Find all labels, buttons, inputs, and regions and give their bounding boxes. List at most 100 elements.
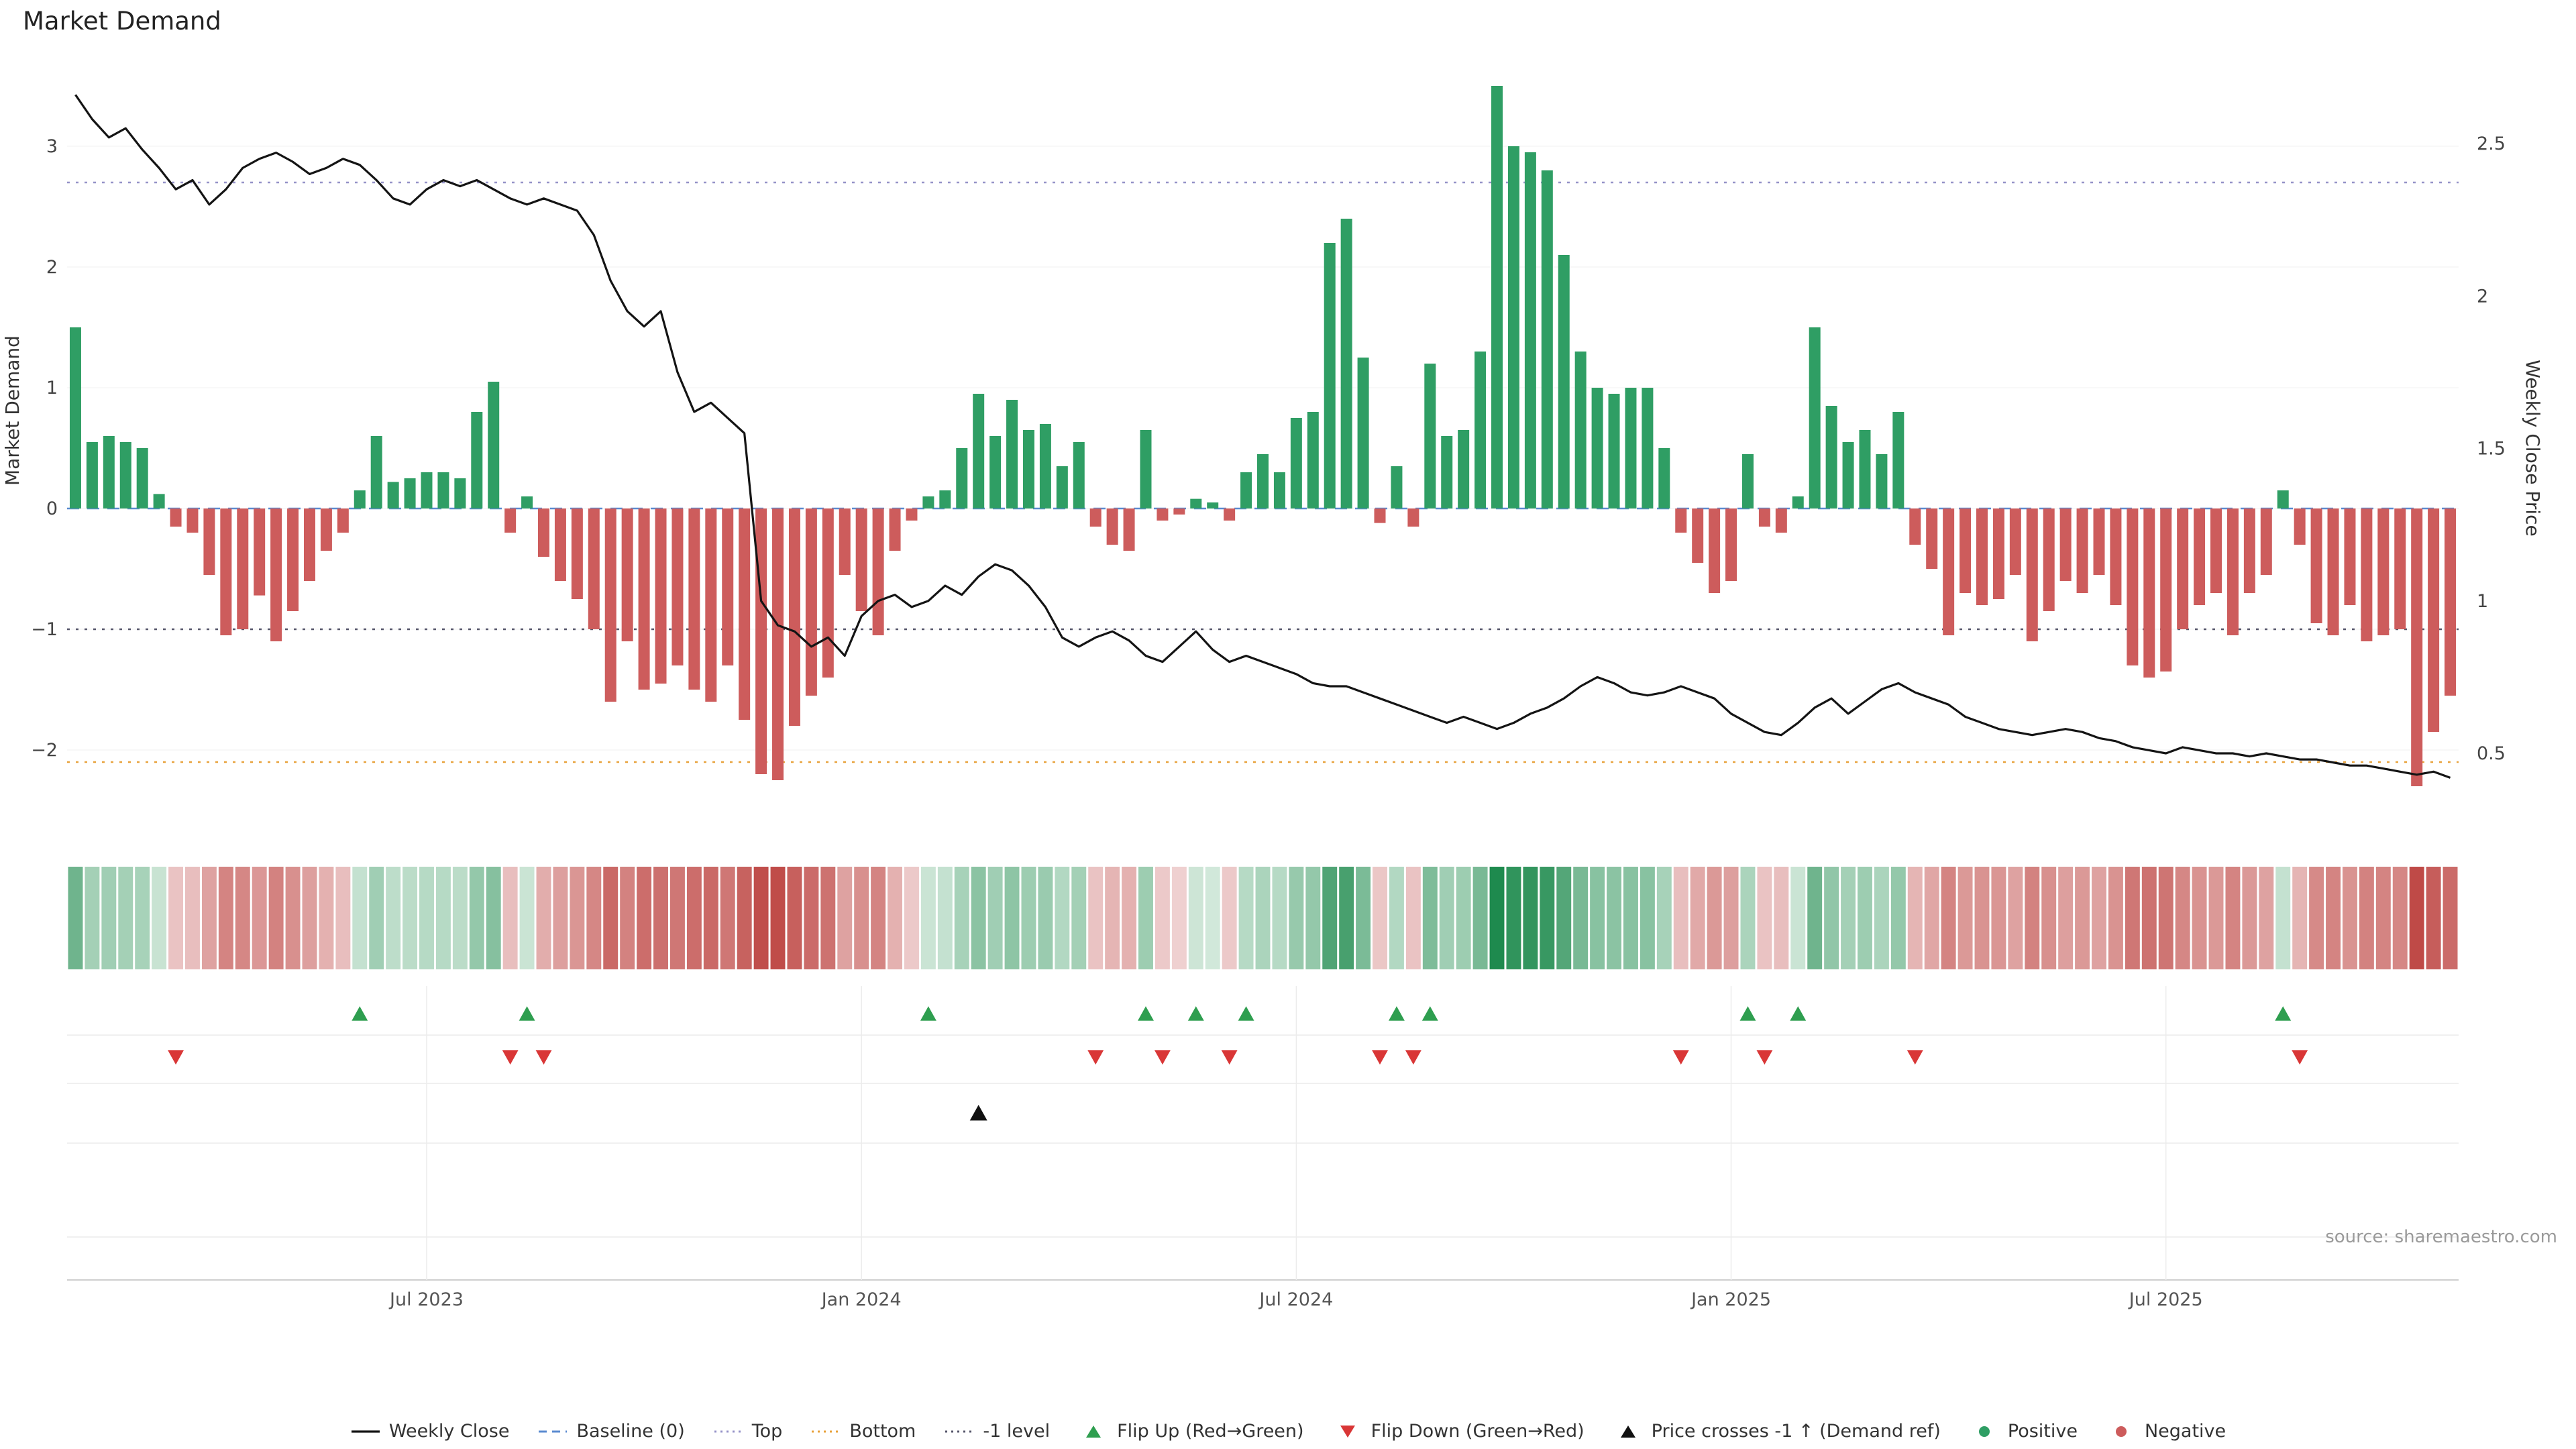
demand-bar (2411, 508, 2423, 786)
demand-bar (1257, 454, 1269, 508)
heatmap-cell (686, 867, 702, 969)
heatmap-cell (837, 867, 853, 969)
heatmap-cell (1506, 867, 1521, 969)
heatmap-cell (435, 867, 451, 969)
heatmap-cell (402, 867, 418, 969)
heatmap-cell (1807, 867, 1823, 969)
demand-bar (387, 482, 399, 508)
heatmap-cell (201, 867, 217, 969)
demand-bar (454, 478, 466, 508)
demand-bar (571, 508, 583, 599)
demand-bar (1407, 508, 1419, 527)
heatmap-cell (2426, 867, 2441, 969)
heatmap-cell (1356, 867, 1371, 969)
demand-bar (1391, 466, 1403, 508)
heatmap-cell (285, 867, 301, 969)
heatmap-cell (118, 867, 133, 969)
left-axis-tick: 3 (46, 136, 58, 157)
demand-bar (2428, 508, 2440, 732)
x-axis-tick: Jan 2025 (1690, 1289, 1771, 1310)
demand-bar (1976, 508, 1988, 605)
demand-bar (2059, 508, 2072, 581)
demand-bar (1207, 502, 1219, 508)
demand-bar (2294, 508, 2306, 545)
legend-item-4: -1 level (944, 1421, 1050, 1442)
demand-bar (1190, 498, 1202, 508)
heatmap-cell (1841, 867, 1856, 969)
demand-bars (69, 86, 2457, 786)
heatmap-cell (653, 867, 668, 969)
right-axis-title: Weekly Close Price (2522, 360, 2544, 536)
demand-bar (1140, 430, 1152, 508)
demand-bar (1524, 152, 1536, 508)
demand-bar (1591, 388, 1603, 508)
legend-label: Positive (2007, 1421, 2078, 1442)
heatmap-cell (2275, 867, 2291, 969)
heatmap-cell (1021, 867, 1036, 969)
heatmap-cell (2443, 867, 2458, 969)
demand-bar (2361, 508, 2373, 641)
demand-bar (2445, 508, 2457, 696)
heatmap-cell (1422, 867, 1438, 969)
flip-down-marker (1087, 1050, 1104, 1065)
heatmap-cell (2409, 867, 2424, 969)
demand-bar (822, 508, 834, 678)
demand-bar (2093, 508, 2105, 575)
demand-bar (2043, 508, 2055, 611)
flip-up-marker (1388, 1006, 1405, 1021)
demand-bar (1006, 400, 1018, 508)
heatmap-cell (101, 867, 117, 969)
demand-bar (287, 508, 299, 611)
heatmap-cell (1941, 867, 1956, 969)
right-axis-tick: 1.5 (2477, 439, 2506, 460)
heatmap-cell (2309, 867, 2324, 969)
heatmap-cell (804, 867, 819, 969)
heatmap-cell (1489, 867, 1505, 969)
demand-bar (1608, 394, 1620, 508)
legend-label: Bottom (849, 1421, 916, 1442)
heatmap-cell (1373, 867, 1387, 969)
demand-bar (1859, 430, 1871, 508)
demand-bar (2310, 508, 2322, 623)
heatmap-cell (502, 867, 518, 969)
demand-bar (538, 508, 550, 557)
legend-item-1: Baseline (0) (537, 1421, 685, 1442)
demand-bar (638, 508, 650, 690)
demand-bar (2026, 508, 2038, 641)
heatmap-cell (168, 867, 184, 969)
heatmap-cell (1055, 867, 1070, 969)
demand-bar (1307, 412, 1319, 508)
heatmap-cell (753, 867, 769, 969)
demand-bar (170, 508, 182, 527)
demand-bar (354, 490, 366, 508)
heatmap-cell (1138, 867, 1153, 969)
bottom-swatch (812, 1430, 841, 1432)
heatmap-cell (1105, 867, 1120, 969)
heatmap-cell (987, 867, 1003, 969)
heatmap-cell (2175, 867, 2190, 969)
price-cross-marker (969, 1105, 987, 1121)
demand-bar (2327, 508, 2339, 635)
legend-label: Price crosses -1 ↑ (Demand ref) (1651, 1421, 1941, 1442)
heatmap-cell (1673, 867, 1688, 969)
left-axis-tick: −1 (31, 619, 58, 640)
demand-bar (86, 442, 98, 508)
demand-bar (488, 382, 500, 508)
heatmap-cell (669, 867, 685, 969)
flip-up-marker (1739, 1006, 1756, 1021)
weekly-close-line (74, 94, 2451, 779)
heatmap-cell (2326, 867, 2341, 969)
heatmap-cell (519, 867, 535, 969)
heatmap-cell (737, 867, 752, 969)
demand-bar (2260, 508, 2272, 575)
demand-bar (421, 472, 433, 508)
flip-down-marker (502, 1050, 519, 1065)
heatmap-cell (1472, 867, 1488, 969)
heatmap-cell (486, 867, 501, 969)
heatmap-cell (1924, 867, 1939, 969)
heatmap-cell (1038, 867, 1053, 969)
demand-bar (270, 508, 282, 641)
heatmap-cell (2375, 867, 2391, 969)
